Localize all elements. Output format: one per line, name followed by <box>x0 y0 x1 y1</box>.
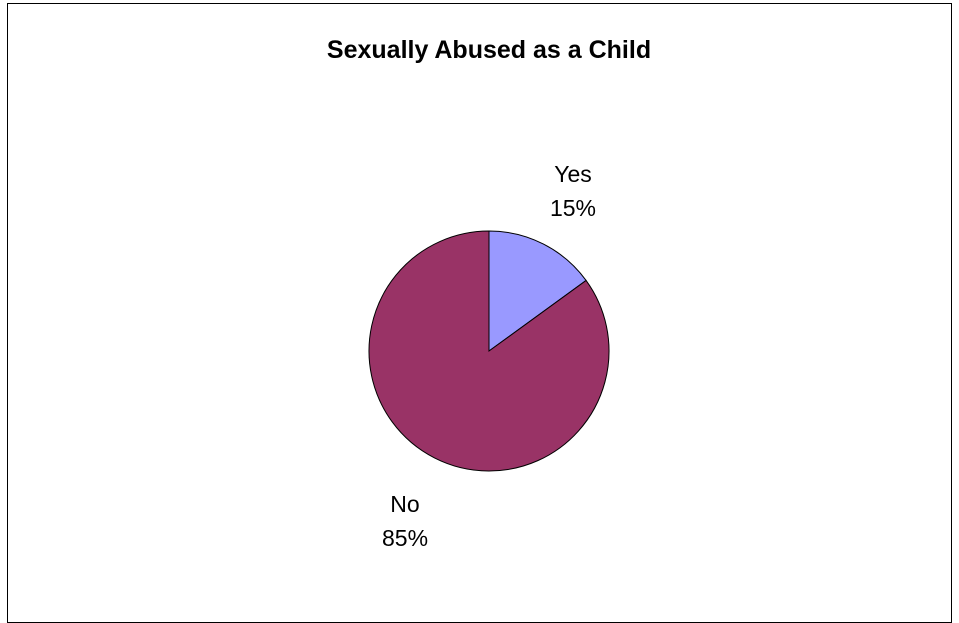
slice-label-no-category: No <box>390 491 419 517</box>
slice-label-yes-percent: 15% <box>550 195 596 221</box>
chart-title: Sexually Abused as a Child <box>327 36 651 64</box>
slice-labels: Yes 15% No 85% <box>382 161 596 551</box>
pie-slice-yes <box>488 230 587 352</box>
slice-label-yes-category: Yes <box>554 161 592 187</box>
pie-slices <box>368 230 610 472</box>
pie-chart: Sexually Abused as a Child Yes 15% No 85% <box>327 36 651 551</box>
slice-label-no-percent: 85% <box>382 525 428 551</box>
pie-slice-no <box>368 230 610 472</box>
